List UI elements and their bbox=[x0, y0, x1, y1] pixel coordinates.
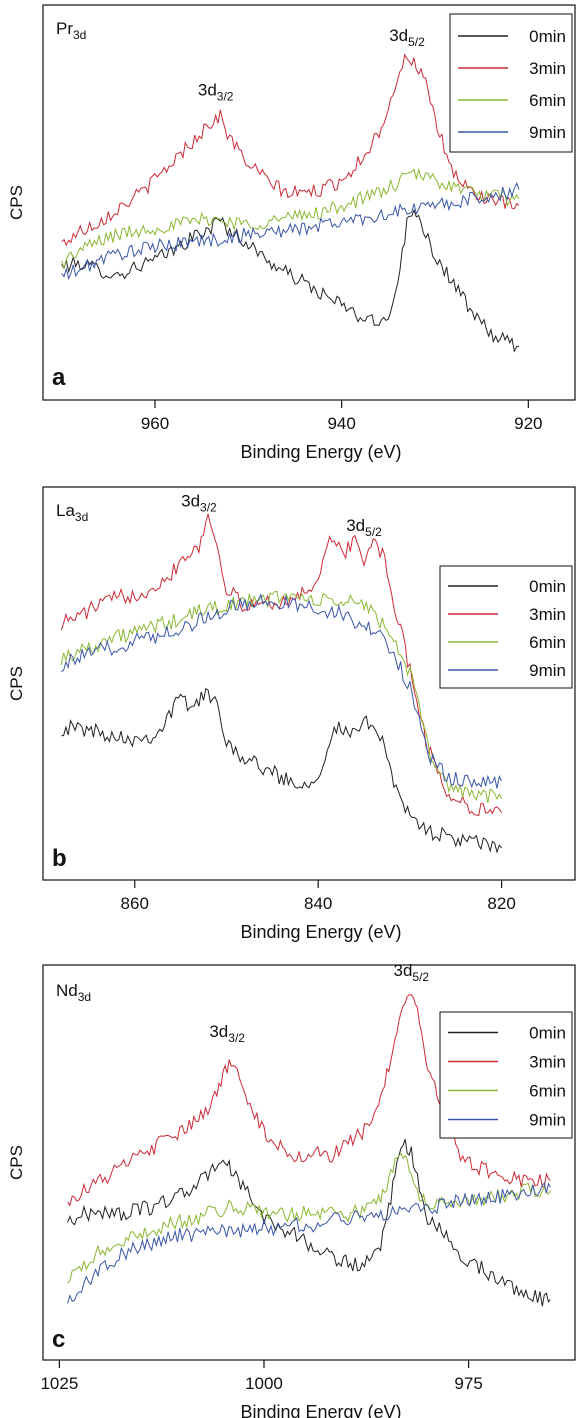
peak-annotation: 3d3/2 bbox=[181, 492, 217, 515]
series-line-3min bbox=[61, 53, 520, 247]
legend-label-9min: 9min bbox=[529, 1111, 566, 1130]
plot-frame bbox=[42, 4, 576, 401]
series-line-0min bbox=[61, 208, 520, 353]
x-tick-label: 1025 bbox=[40, 1374, 78, 1393]
peak-annotation: 3d3/2 bbox=[209, 1022, 245, 1045]
legend-label-0min: 0min bbox=[529, 27, 566, 46]
y-axis-label: CPS bbox=[7, 1145, 26, 1180]
series-line-3min bbox=[60, 513, 503, 816]
x-tick-label: 1000 bbox=[245, 1374, 283, 1393]
x-tick-label: 860 bbox=[121, 894, 149, 913]
peak-annotation: 3d5/2 bbox=[394, 961, 430, 984]
series-line-9min bbox=[61, 182, 520, 281]
peak-annotation: 3d5/2 bbox=[389, 26, 425, 49]
x-tick-label: 975 bbox=[454, 1374, 482, 1393]
legend-label-3min: 3min bbox=[529, 605, 566, 624]
peak-annotation: 3d5/2 bbox=[346, 516, 382, 539]
panel-c: 1025 1000 975 Binding Energy (eV) CPS Nd3d c 3d… bbox=[7, 961, 576, 1418]
plot-frame bbox=[42, 486, 576, 881]
legend-label-3min: 3min bbox=[529, 59, 566, 78]
legend-box bbox=[449, 13, 573, 153]
series-line-0min bbox=[61, 687, 502, 854]
element-label: Nd3d bbox=[56, 981, 91, 1004]
x-tick-label: 920 bbox=[514, 414, 542, 433]
series-line-0min bbox=[67, 1139, 551, 1307]
legend: 0min 3min 6min 9min bbox=[449, 13, 573, 153]
legend-label-9min: 9min bbox=[529, 123, 566, 142]
plot-frame bbox=[42, 964, 576, 1361]
panel-letter: b bbox=[52, 845, 67, 872]
series-line-9min bbox=[61, 593, 503, 789]
legend-label-6min: 6min bbox=[529, 91, 566, 110]
legend: 0min 3min 6min 9min bbox=[439, 1011, 573, 1139]
y-axis-label: CPS bbox=[7, 666, 26, 701]
legend: 0min 3min 6min 9min bbox=[439, 565, 573, 689]
x-tick-label: 840 bbox=[304, 894, 332, 913]
legend-label-9min: 9min bbox=[529, 661, 566, 680]
element-label: Pr3d bbox=[56, 19, 86, 42]
panel-letter: c bbox=[52, 1326, 65, 1353]
legend-label-0min: 0min bbox=[529, 1024, 566, 1043]
legend-label-0min: 0min bbox=[529, 577, 566, 596]
series-line-6min bbox=[61, 167, 520, 270]
y-axis-label: CPS bbox=[7, 185, 26, 220]
x-axis-label: Binding Energy (eV) bbox=[240, 922, 401, 942]
x-axis-label: Binding Energy (eV) bbox=[240, 442, 401, 462]
series-line-3min bbox=[67, 994, 551, 1207]
x-axis-label: Binding Energy (eV) bbox=[240, 1402, 401, 1418]
panel-b: 860 840 820 Binding Energy (eV) CPS La3d b 3d3/… bbox=[7, 486, 576, 942]
legend-label-6min: 6min bbox=[529, 633, 566, 652]
peak-annotation: 3d3/2 bbox=[198, 81, 234, 104]
legend-label-6min: 6min bbox=[529, 1082, 566, 1101]
series-line-6min bbox=[60, 590, 503, 804]
panel-a: 960 940 920 Binding Energy (eV) CPS Pr3d a 3d3/… bbox=[7, 4, 576, 462]
element-label: La3d bbox=[56, 501, 88, 524]
series-line-9min bbox=[67, 1181, 551, 1304]
x-tick-label: 820 bbox=[487, 894, 515, 913]
panel-letter: a bbox=[52, 364, 66, 391]
x-tick-label: 960 bbox=[141, 414, 169, 433]
x-tick-label: 940 bbox=[327, 414, 355, 433]
legend-label-3min: 3min bbox=[529, 1053, 566, 1072]
